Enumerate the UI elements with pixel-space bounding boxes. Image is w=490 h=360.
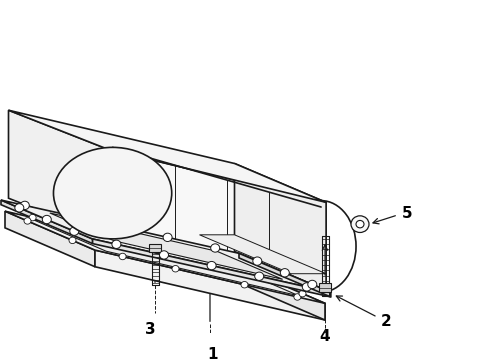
- Circle shape: [356, 220, 364, 228]
- Polygon shape: [149, 244, 161, 252]
- Polygon shape: [5, 211, 95, 267]
- Circle shape: [294, 294, 301, 300]
- Polygon shape: [235, 163, 326, 291]
- Circle shape: [151, 243, 158, 249]
- Polygon shape: [50, 213, 283, 279]
- Polygon shape: [235, 265, 325, 320]
- Polygon shape: [239, 253, 331, 297]
- Circle shape: [42, 215, 51, 224]
- Polygon shape: [318, 283, 331, 292]
- Circle shape: [160, 251, 169, 259]
- Circle shape: [204, 255, 211, 261]
- Circle shape: [119, 253, 126, 260]
- Circle shape: [20, 201, 29, 210]
- Circle shape: [253, 257, 262, 265]
- Circle shape: [70, 227, 79, 235]
- Text: 2: 2: [381, 314, 392, 329]
- Text: 4: 4: [319, 329, 330, 344]
- Circle shape: [116, 222, 124, 231]
- Circle shape: [308, 280, 317, 289]
- Polygon shape: [30, 219, 299, 296]
- Text: 1: 1: [208, 347, 218, 360]
- Polygon shape: [199, 235, 326, 274]
- Ellipse shape: [53, 147, 172, 239]
- Circle shape: [24, 218, 31, 224]
- Polygon shape: [1, 200, 93, 244]
- Circle shape: [280, 269, 289, 277]
- Circle shape: [69, 237, 76, 244]
- Circle shape: [172, 265, 179, 272]
- Circle shape: [207, 261, 216, 270]
- Polygon shape: [108, 149, 326, 291]
- Polygon shape: [95, 250, 325, 320]
- Circle shape: [15, 204, 24, 212]
- Polygon shape: [1, 200, 331, 292]
- Circle shape: [29, 214, 36, 221]
- Polygon shape: [93, 239, 331, 297]
- Polygon shape: [5, 211, 325, 303]
- Text: 5: 5: [402, 206, 413, 221]
- Circle shape: [82, 226, 89, 233]
- Circle shape: [112, 240, 121, 248]
- Polygon shape: [8, 110, 108, 237]
- Circle shape: [302, 283, 311, 291]
- Circle shape: [68, 212, 77, 220]
- Circle shape: [241, 282, 248, 288]
- Circle shape: [254, 271, 261, 278]
- Circle shape: [299, 291, 306, 297]
- Polygon shape: [8, 110, 326, 202]
- Circle shape: [163, 233, 172, 242]
- Circle shape: [211, 244, 220, 252]
- Text: 3: 3: [145, 322, 155, 337]
- Circle shape: [351, 216, 369, 233]
- Circle shape: [255, 272, 264, 280]
